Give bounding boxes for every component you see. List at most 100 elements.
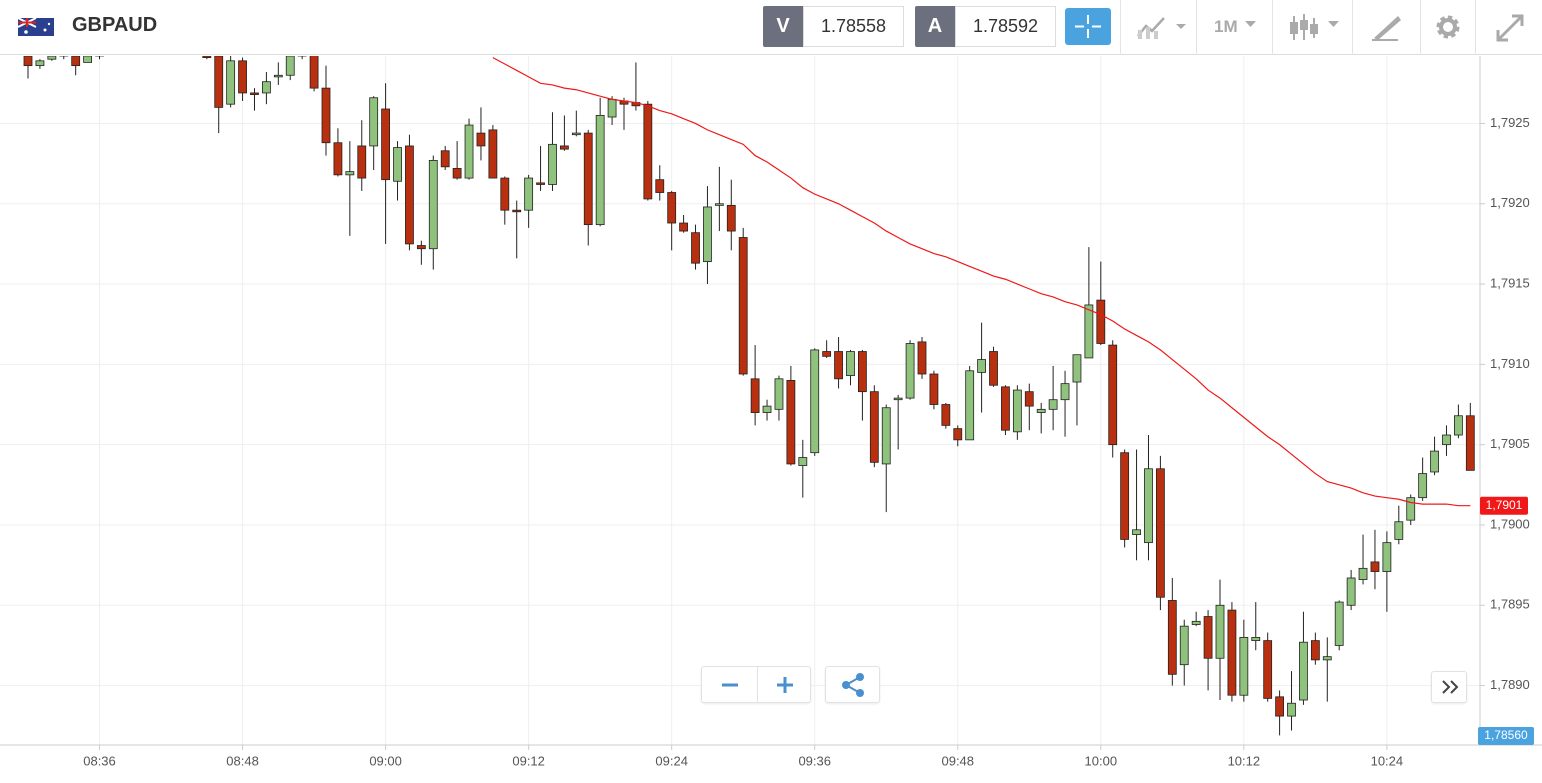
timeframe-button[interactable]: 1M	[1214, 17, 1238, 36]
ask-price[interactable]: 1.78592	[955, 6, 1056, 47]
candle-body	[261, 81, 271, 94]
y-tick-label: 1,7890	[1490, 677, 1530, 692]
candle-body	[500, 177, 510, 211]
candle-body	[667, 192, 677, 224]
x-tick-label: 09:12	[512, 753, 545, 768]
candle-body	[1084, 304, 1094, 359]
bid-price[interactable]: 1.78558	[803, 6, 904, 47]
candle-body	[1358, 567, 1368, 580]
candle-body	[333, 142, 343, 176]
x-tick-label: 10:12	[1228, 753, 1261, 768]
crosshair-button[interactable]	[1065, 8, 1111, 45]
candle-body	[810, 349, 820, 454]
candle-body	[1322, 656, 1332, 661]
x-tick-label: 09:36	[798, 753, 831, 768]
candle-body	[524, 177, 534, 211]
settings-button[interactable]	[1433, 12, 1463, 42]
candle-body	[1132, 529, 1141, 536]
candle-body	[1191, 620, 1201, 625]
candle-body	[834, 351, 843, 380]
bid-label[interactable]: V	[763, 6, 803, 47]
separator	[757, 667, 758, 702]
candle-body	[1418, 473, 1428, 499]
candle-body	[405, 145, 414, 245]
candle-body	[440, 150, 450, 168]
candle-body	[1156, 468, 1165, 598]
drawing-tools-button[interactable]	[1370, 12, 1404, 42]
candle-body	[905, 343, 915, 399]
symbol: GBPAUD	[72, 14, 158, 36]
scroll-to-end-button[interactable]	[1431, 671, 1467, 703]
candle-body	[798, 457, 808, 466]
candle-body	[989, 351, 998, 386]
candle-body	[929, 373, 939, 405]
moving-average-line	[492, 57, 1471, 507]
candle-body	[571, 132, 581, 136]
fullscreen-button[interactable]	[1494, 12, 1526, 44]
candle-body	[1215, 604, 1225, 659]
candle-body	[655, 179, 665, 193]
share-button[interactable]	[825, 666, 880, 703]
candle-body	[428, 159, 438, 250]
candle-body	[846, 351, 855, 377]
ma-value-badge	[1480, 496, 1528, 515]
candle-body	[214, 56, 224, 108]
separator	[1475, 0, 1476, 55]
timeframe-caret	[1245, 21, 1256, 27]
x-tick-label: 08:36	[83, 753, 116, 768]
candle-body	[83, 56, 92, 63]
candle-body	[238, 60, 247, 94]
ask-label[interactable]: A	[915, 6, 955, 47]
toolbar: GBPAUD V 1.78558 A 1.78592 1M	[0, 0, 1542, 55]
zoom-group	[701, 666, 811, 703]
candle-body	[1167, 600, 1177, 675]
candle-body	[464, 124, 474, 179]
candle-body	[1442, 434, 1451, 446]
y-tick-label: 1,7920	[1490, 195, 1530, 210]
minus-icon	[722, 683, 738, 687]
candle-body	[679, 222, 688, 232]
x-tick-label: 10:24	[1371, 753, 1404, 768]
candle-body	[59, 56, 69, 57]
candle-body	[965, 370, 975, 441]
candle-body	[285, 56, 295, 76]
candle-body	[1012, 389, 1022, 433]
candle-body	[691, 232, 700, 264]
candle-body	[1334, 601, 1344, 646]
candle-body	[1251, 636, 1261, 642]
candle-body	[1036, 408, 1046, 413]
ma-value-label: 1,7901	[1486, 498, 1523, 512]
candle-body	[977, 359, 986, 373]
candle-body	[1370, 561, 1380, 572]
separator	[1352, 0, 1353, 55]
candle-body	[953, 428, 963, 441]
candle-style-button[interactable]	[1288, 12, 1346, 44]
candle-body	[917, 341, 927, 375]
crosshair-icon	[1075, 15, 1101, 38]
y-tick-label: 1,7900	[1490, 516, 1530, 531]
candle-body	[393, 147, 402, 182]
flag-icon	[18, 18, 54, 36]
candle-body	[297, 56, 307, 57]
candle-body	[762, 405, 772, 413]
zoom-in-button[interactable]	[758, 667, 812, 702]
candle-body	[512, 209, 522, 213]
candle-body	[1394, 521, 1404, 540]
chart-type-button[interactable]	[1134, 12, 1194, 42]
double-chevron-icon	[1442, 680, 1459, 694]
candle-body	[1287, 702, 1296, 717]
candle-body	[1239, 636, 1249, 696]
y-tick-label: 1,7895	[1490, 597, 1530, 612]
candle-body	[23, 56, 33, 67]
zoom-out-button[interactable]	[702, 667, 757, 702]
candle-body	[786, 380, 796, 465]
candle-body	[250, 92, 259, 95]
x-tick-label: 08:48	[226, 753, 259, 768]
separator	[1420, 0, 1421, 55]
candle-body	[488, 129, 498, 179]
x-tick-label: 09:00	[369, 753, 402, 768]
candle-body	[726, 204, 736, 232]
separator	[1272, 0, 1273, 55]
candle-body	[1382, 542, 1392, 572]
